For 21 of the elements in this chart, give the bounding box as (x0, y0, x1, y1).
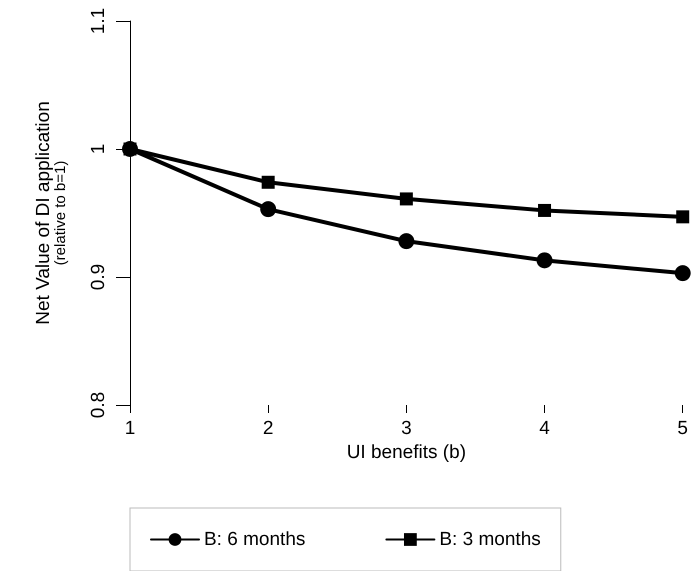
x-axis-title: UI benefits (b) (346, 442, 466, 463)
point (400, 192, 413, 206)
legend-label: B: 3 months (439, 529, 541, 550)
point (260, 201, 276, 218)
point (262, 176, 275, 189)
x-tick-label: 1 (124, 418, 136, 439)
legend-label: B: 6 months (204, 529, 306, 550)
x-tick-label: 3 (401, 418, 412, 439)
y-tick-label: 1.1 (88, 8, 109, 34)
x-tick-label: 4 (539, 418, 550, 439)
x-tick-label: 2 (262, 418, 274, 439)
point (538, 204, 552, 217)
point (536, 252, 553, 268)
y-axis-title: Net Value of DI application (relative to b=1) (33, 101, 69, 325)
y-tick-label: 0.9 (88, 264, 109, 290)
point (676, 210, 690, 224)
point (398, 233, 414, 250)
y-tick-label: 1 (88, 144, 109, 154)
y-tick-label: 0.8 (88, 392, 109, 418)
point (674, 265, 691, 282)
x-tick-label: 5 (677, 418, 688, 439)
